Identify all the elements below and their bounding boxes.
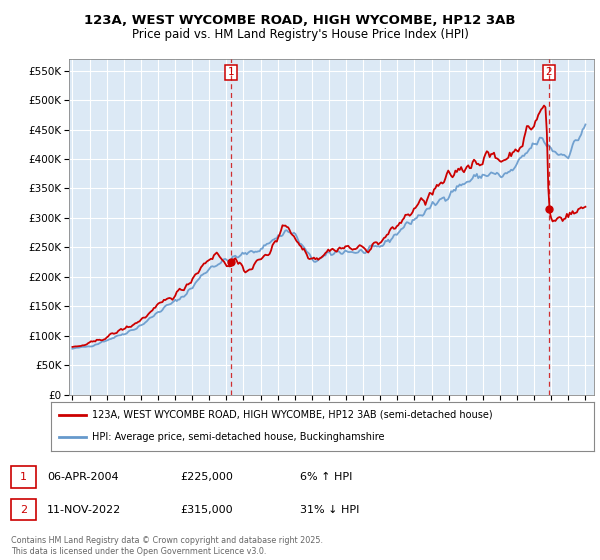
Point [544,204,554,213]
Text: 2: 2 [545,67,552,77]
Text: £225,000: £225,000 [180,472,233,482]
Point [226,258,236,267]
Text: £315,000: £315,000 [180,505,233,515]
Text: 06-APR-2004: 06-APR-2004 [47,472,118,482]
Text: 123A, WEST WYCOMBE ROAD, HIGH WYCOMBE, HP12 3AB (semi-detached house): 123A, WEST WYCOMBE ROAD, HIGH WYCOMBE, H… [92,410,493,420]
Text: 1: 1 [227,67,234,77]
Text: 1: 1 [20,472,27,482]
Text: 6% ↑ HPI: 6% ↑ HPI [300,472,352,482]
Text: 31% ↓ HPI: 31% ↓ HPI [300,505,359,515]
Text: Contains HM Land Registry data © Crown copyright and database right 2025.
This d: Contains HM Land Registry data © Crown c… [11,536,323,556]
Text: 2: 2 [20,505,27,515]
Text: 11-NOV-2022: 11-NOV-2022 [47,505,121,515]
Text: 123A, WEST WYCOMBE ROAD, HIGH WYCOMBE, HP12 3AB: 123A, WEST WYCOMBE ROAD, HIGH WYCOMBE, H… [84,14,516,27]
Text: HPI: Average price, semi-detached house, Buckinghamshire: HPI: Average price, semi-detached house,… [92,432,384,442]
Text: Price paid vs. HM Land Registry's House Price Index (HPI): Price paid vs. HM Land Registry's House … [131,28,469,41]
